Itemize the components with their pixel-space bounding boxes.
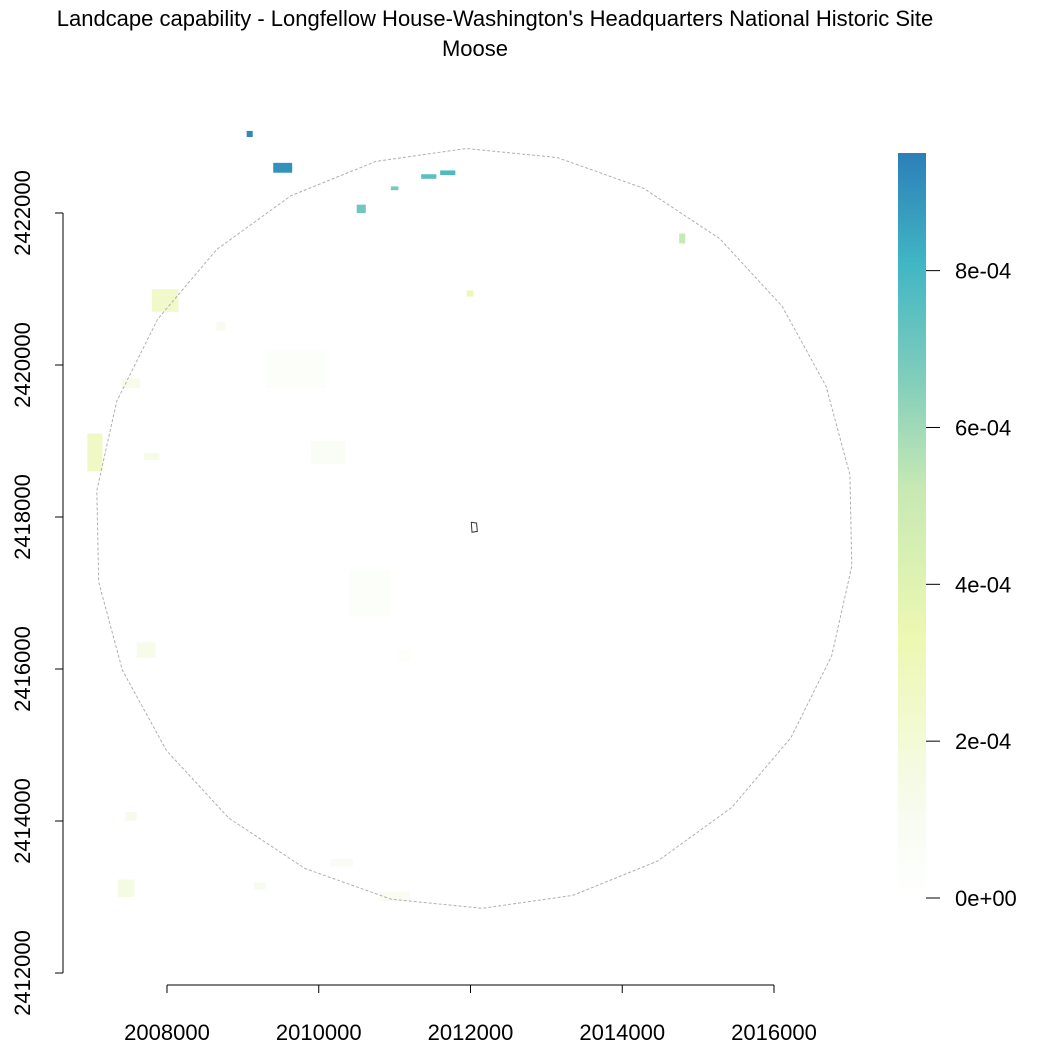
- x-tick-label: 2014000: [579, 1020, 665, 1045]
- capability-patch: [440, 170, 456, 175]
- legend-tick-label: 0e+00: [955, 886, 1017, 911]
- map-title: Landcape capability - Longfellow House-W…: [56, 6, 934, 31]
- capability-patch: [125, 811, 137, 821]
- capability-patch: [679, 233, 686, 244]
- buffer-circle: [96, 147, 853, 909]
- x-tick-label: 2012000: [428, 1020, 514, 1045]
- capability-patch: [254, 881, 266, 890]
- capability-patch: [330, 859, 353, 867]
- capability-patch: [151, 289, 179, 312]
- capability-patch: [265, 349, 327, 388]
- map-subtitle: Moose: [441, 36, 509, 61]
- capability-patch: [117, 879, 135, 897]
- capability-patch: [216, 321, 226, 331]
- capability-patch: [121, 378, 141, 388]
- capability-patch: [246, 130, 253, 137]
- y-tick-label: 2416000: [10, 626, 35, 712]
- y-tick-label: 2420000: [10, 322, 35, 408]
- x-tick-label: 2008000: [124, 1020, 210, 1045]
- capability-patch: [398, 650, 410, 662]
- capability-patch: [379, 891, 410, 901]
- capability-patch: [87, 433, 103, 472]
- x-tick-label: 2016000: [731, 1020, 817, 1045]
- capability-patch: [349, 570, 391, 616]
- y-tick-label: 2422000: [10, 170, 35, 256]
- legend-tick-label: 6e-04: [955, 415, 1011, 440]
- capability-patch: [311, 441, 346, 464]
- capability-patch: [144, 453, 160, 460]
- site-boundary: [470, 521, 478, 533]
- legend-color-bar: [898, 153, 926, 898]
- y-tick-label: 2412000: [10, 930, 35, 1016]
- legend-tick-label: 8e-04: [955, 259, 1011, 284]
- legend-tick-label: 2e-04: [955, 729, 1011, 754]
- capability-patches: [87, 130, 686, 901]
- capability-patch: [421, 174, 437, 179]
- capability-patch: [273, 162, 293, 173]
- legend-tick-label: 4e-04: [955, 572, 1011, 597]
- y-tick-label: 2414000: [10, 778, 35, 864]
- y-tick-label: 2418000: [10, 474, 35, 560]
- x-tick-label: 2010000: [276, 1020, 362, 1045]
- capability-patch: [136, 642, 156, 658]
- capability-patch: [390, 186, 399, 191]
- capability-patch: [466, 290, 474, 297]
- x-axis: 2008000 2010000 2012000 2014000 2016000: [124, 984, 817, 1045]
- legend-ticks: 0e+00 2e-04 4e-04 6e-04 8e-04: [926, 259, 1017, 911]
- capability-patch: [356, 204, 366, 213]
- y-axis: 2412000 2414000 2416000 2418000 2420000 24220…: [10, 170, 64, 1016]
